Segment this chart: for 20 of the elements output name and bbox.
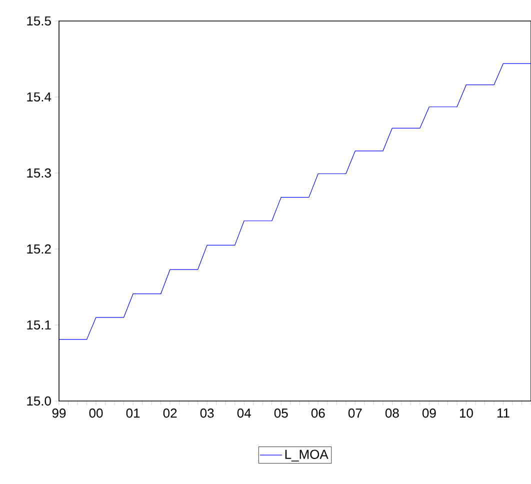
y-tick-label: 15.2 bbox=[27, 244, 51, 254]
y-tick-label: 15.4 bbox=[27, 92, 52, 102]
x-tick-label: 10 bbox=[460, 408, 473, 418]
x-tick-label: 00 bbox=[89, 408, 103, 418]
y-tick-label: 15.0 bbox=[27, 396, 51, 406]
x-tick-label: 99 bbox=[52, 408, 66, 418]
x-tick-label: 08 bbox=[385, 408, 399, 418]
y-tick-label: 15.1 bbox=[27, 320, 51, 330]
x-tick-label: 04 bbox=[237, 408, 251, 418]
x-tick-label: 03 bbox=[200, 408, 214, 418]
x-tick-label: 01 bbox=[126, 408, 140, 418]
x-tick-label: 11 bbox=[497, 408, 510, 418]
x-tick-label: 05 bbox=[274, 408, 288, 418]
x-tick-label: 02 bbox=[163, 408, 177, 418]
x-tick-label: 09 bbox=[422, 408, 436, 418]
x-tick-label: 06 bbox=[311, 408, 325, 418]
y-tick-label: 15.5 bbox=[27, 16, 51, 26]
y-tick-label: 15.3 bbox=[27, 168, 51, 178]
legend-label: L_MOA bbox=[285, 450, 328, 462]
x-tick-label: 07 bbox=[348, 408, 362, 418]
